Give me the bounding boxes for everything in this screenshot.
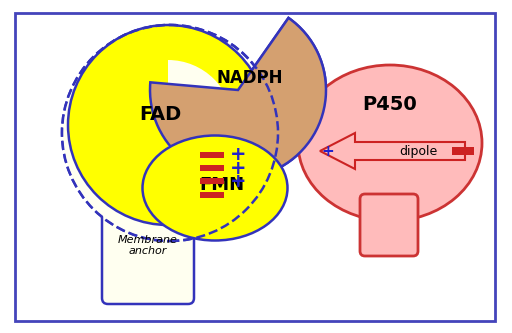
Text: Membrane
anchor: Membrane anchor [118, 235, 178, 256]
Text: +: + [230, 172, 246, 191]
Text: NADPH: NADPH [217, 69, 283, 87]
FancyBboxPatch shape [452, 147, 474, 155]
Text: dipole: dipole [399, 145, 437, 158]
Wedge shape [150, 18, 326, 178]
Wedge shape [168, 60, 233, 190]
FancyBboxPatch shape [201, 152, 224, 158]
FancyBboxPatch shape [201, 178, 224, 184]
FancyBboxPatch shape [365, 201, 413, 221]
Text: P450: P450 [362, 96, 417, 115]
Text: +: + [322, 144, 334, 159]
Text: FMN: FMN [200, 176, 245, 194]
FancyBboxPatch shape [201, 192, 224, 198]
Wedge shape [150, 18, 326, 178]
Wedge shape [63, 26, 170, 240]
Text: +: + [230, 145, 246, 165]
FancyBboxPatch shape [201, 165, 224, 171]
FancyBboxPatch shape [102, 187, 194, 304]
Text: +: + [230, 159, 246, 178]
Ellipse shape [298, 65, 482, 221]
Circle shape [68, 25, 268, 225]
Ellipse shape [142, 136, 288, 240]
FancyBboxPatch shape [15, 13, 495, 321]
FancyArrow shape [320, 133, 465, 169]
FancyBboxPatch shape [360, 194, 418, 256]
Text: FAD: FAD [139, 106, 181, 125]
